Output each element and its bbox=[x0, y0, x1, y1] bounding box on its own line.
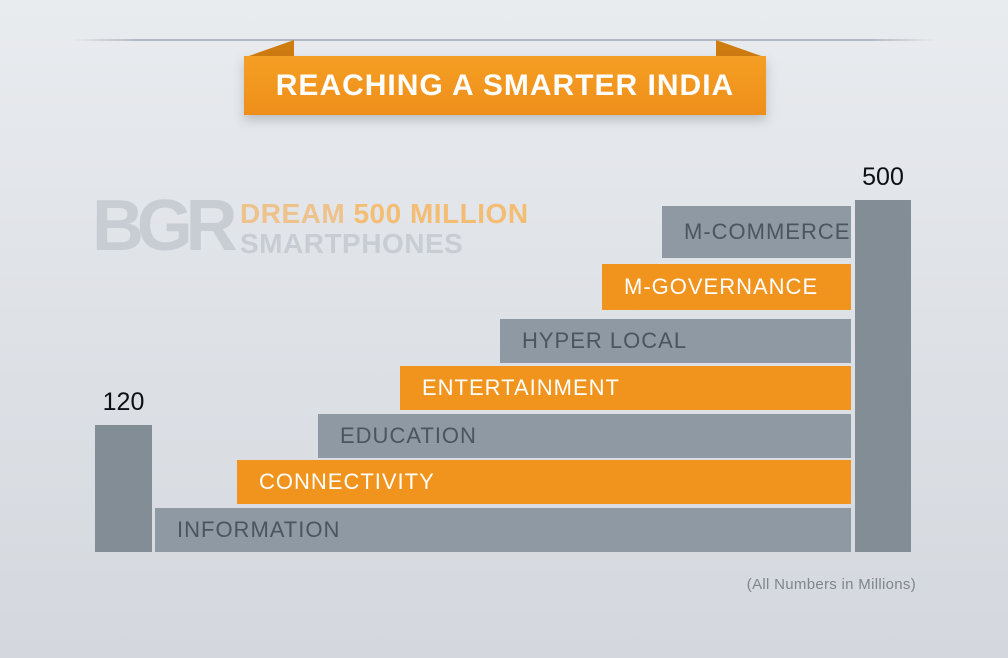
step-information: INFORMATION bbox=[155, 508, 851, 552]
bgr-logo: BGR bbox=[92, 186, 238, 266]
tagline-smartphones: SMARTPHONES bbox=[240, 228, 464, 259]
ribbon-string-line bbox=[70, 39, 938, 41]
step-m-governance: M-GOVERNANCE bbox=[602, 264, 851, 310]
value-label-500: 500 bbox=[862, 163, 904, 191]
step-m-commerce: M-COMMERCE bbox=[662, 206, 851, 258]
bar-current-120 bbox=[95, 425, 152, 552]
ribbon-banner: REACHING A SMARTER INDIA bbox=[244, 56, 766, 115]
step-connectivity: CONNECTIVITY bbox=[237, 460, 851, 504]
step-hyper-local: HYPER LOCAL bbox=[500, 319, 851, 363]
tagline-500-million: 500 MILLION bbox=[353, 198, 529, 229]
step-entertainment: ENTERTAINMENT bbox=[400, 366, 851, 410]
watermark-tagline: DREAM 500 MILLION SMARTPHONES bbox=[240, 199, 529, 259]
page-title: REACHING A SMARTER INDIA bbox=[275, 68, 735, 102]
value-label-120: 120 bbox=[102, 388, 145, 416]
tagline-dream: DREAM bbox=[240, 198, 354, 229]
bar-dream-500 bbox=[855, 200, 911, 552]
footer-note: (All Numbers in Millions) bbox=[746, 576, 916, 593]
ribbon-fold-right bbox=[716, 40, 764, 57]
ribbon-fold-left bbox=[246, 40, 294, 57]
step-education: EDUCATION bbox=[318, 414, 851, 458]
